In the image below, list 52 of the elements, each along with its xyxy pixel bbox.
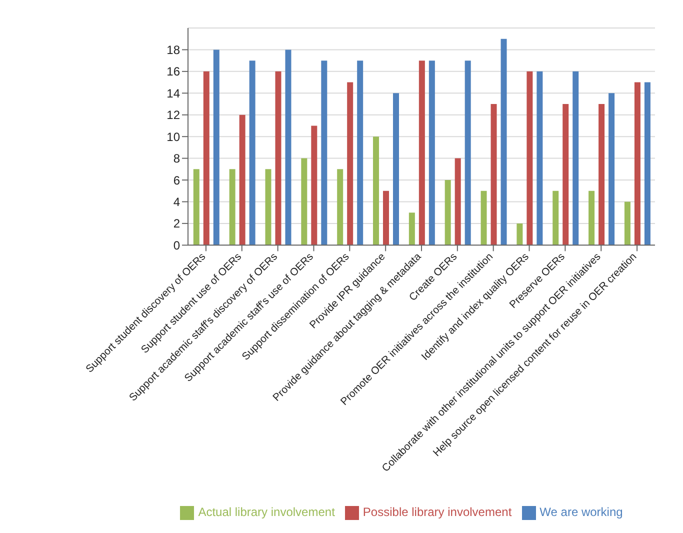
bar: [516, 223, 523, 246]
bar: [337, 169, 344, 246]
bar: [572, 71, 579, 246]
legend-label: We are working: [540, 505, 623, 520]
y-tick-label: 18: [166, 42, 180, 57]
bar: [321, 60, 328, 246]
bar: [444, 180, 451, 246]
bar: [203, 71, 210, 246]
bar: [500, 38, 507, 246]
y-tick-label: 8: [173, 152, 180, 166]
bar: [624, 202, 630, 246]
bar: [464, 60, 471, 246]
bar: [408, 212, 415, 246]
bar: [644, 82, 650, 246]
bar: [428, 60, 435, 246]
bar: [285, 50, 292, 246]
bar: [275, 71, 282, 246]
y-tick-label: 2: [173, 216, 180, 231]
bar: [265, 169, 272, 246]
y-tick-label: 6: [173, 173, 180, 188]
y-tick-label: 10: [166, 130, 180, 144]
bar: [357, 60, 364, 246]
bar: [373, 136, 380, 246]
bar: [249, 60, 256, 246]
bar: [598, 104, 605, 246]
bar: [193, 169, 200, 246]
bar: [229, 169, 236, 246]
y-tick-label: 16: [166, 64, 180, 79]
bar: [552, 190, 559, 246]
bar: [536, 71, 543, 246]
bar: [301, 158, 308, 246]
y-tick-label: 0: [173, 238, 180, 252]
bar: [634, 82, 640, 246]
bar: [526, 71, 533, 246]
bar: [490, 104, 497, 246]
bar: [239, 114, 246, 246]
bar: [418, 60, 425, 246]
y-tick-label: 12: [166, 108, 180, 122]
bar: [347, 82, 354, 246]
bar: [311, 126, 318, 246]
bar: [393, 93, 400, 246]
bar: [213, 50, 220, 246]
bar: [608, 93, 615, 246]
bar: [454, 158, 461, 246]
legend-label: Actual library involvement: [198, 505, 335, 520]
bar: [562, 104, 569, 246]
legend-label: Possible library involvement: [362, 505, 512, 520]
y-tick-label: 14: [166, 86, 180, 100]
bar: [480, 190, 487, 246]
bar: [588, 190, 595, 246]
y-tick-label: 4: [173, 194, 180, 209]
bar: [383, 190, 390, 246]
